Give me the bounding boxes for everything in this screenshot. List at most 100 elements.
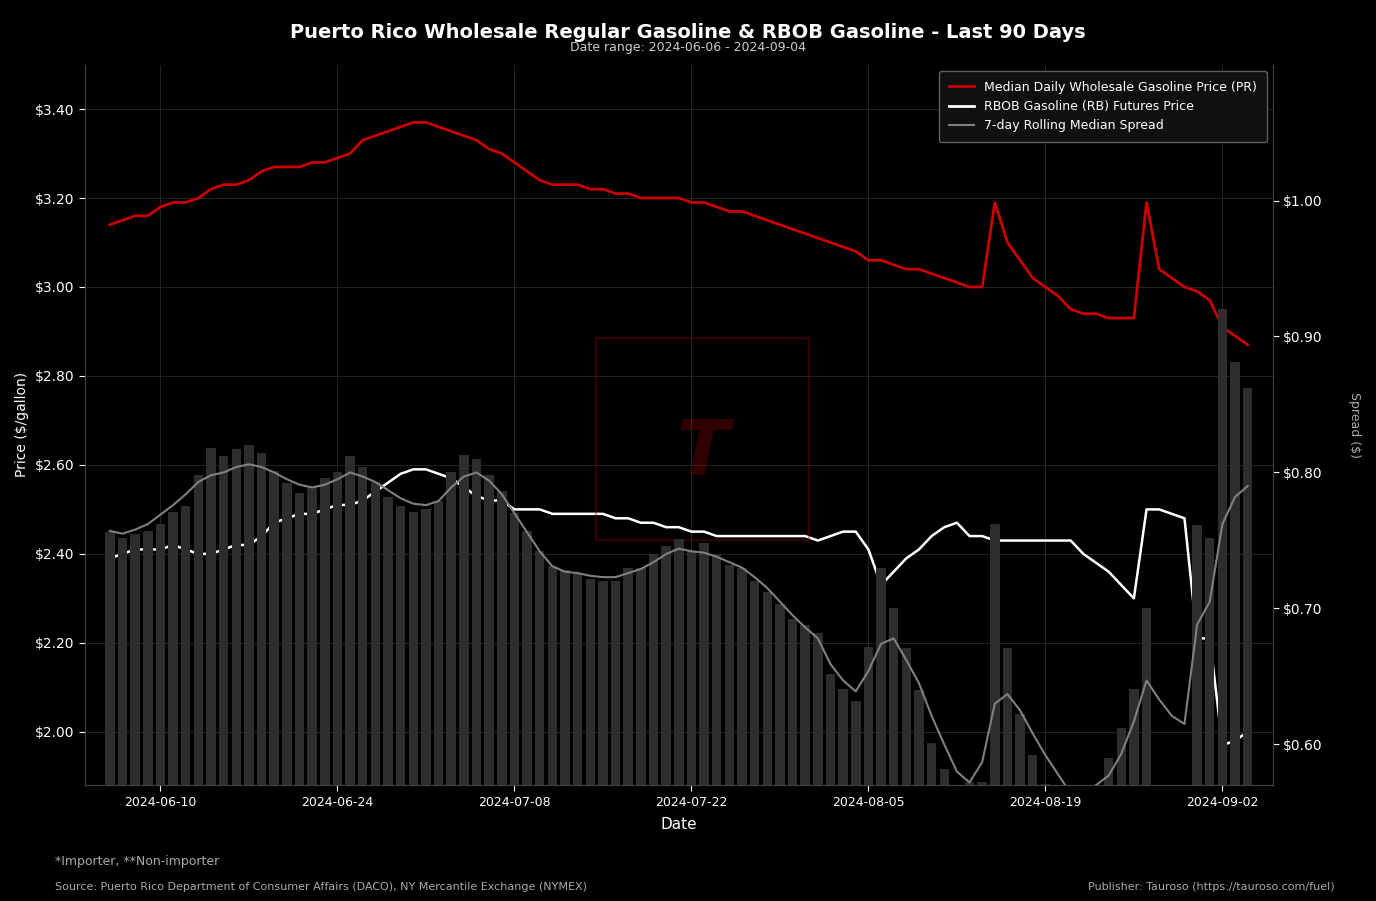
Bar [775, 605, 784, 901]
Bar [1130, 688, 1138, 901]
Y-axis label: Price ($/gallon): Price ($/gallon) [15, 372, 29, 478]
Bar [168, 512, 178, 901]
Bar [396, 506, 406, 901]
Bar [1116, 728, 1126, 901]
Bar [572, 573, 582, 901]
Bar [219, 456, 228, 901]
Bar [674, 539, 684, 901]
Bar [864, 647, 874, 901]
Bar [409, 512, 418, 901]
Bar [321, 478, 329, 901]
Bar [143, 531, 153, 901]
Bar [244, 445, 253, 901]
Text: *Importer, **Non-importer: *Importer, **Non-importer [55, 855, 219, 868]
Bar [1040, 784, 1050, 901]
Bar [927, 743, 936, 901]
Bar [257, 453, 267, 901]
Bar [1205, 538, 1215, 901]
Bar [711, 554, 721, 901]
Bar [1053, 808, 1062, 901]
Text: Source: Puerto Rico Department of Consumer Affairs (DACO), NY Mercantile Exchang: Source: Puerto Rico Department of Consum… [55, 882, 588, 892]
Bar [294, 493, 304, 901]
Bar [687, 551, 696, 901]
Bar [231, 450, 241, 901]
Bar [1028, 755, 1038, 901]
Bar [1142, 608, 1152, 901]
Bar [472, 459, 482, 901]
Bar [182, 506, 190, 901]
Bar [560, 570, 570, 901]
Bar [270, 471, 279, 901]
Bar [1193, 525, 1201, 901]
Bar [901, 648, 911, 901]
Bar [206, 448, 216, 901]
Bar [1079, 810, 1088, 901]
Bar [1167, 837, 1176, 901]
Bar [1003, 648, 1013, 901]
Bar [623, 568, 633, 901]
Bar [1230, 362, 1240, 901]
Bar [155, 524, 165, 901]
Bar [850, 701, 860, 901]
Bar [1179, 851, 1189, 901]
Bar [421, 509, 431, 901]
Bar [446, 472, 455, 901]
Y-axis label: Spread ($): Spread ($) [1348, 392, 1361, 458]
Bar [307, 487, 316, 901]
Bar [358, 467, 367, 901]
Bar [535, 551, 545, 901]
Bar [599, 581, 608, 901]
Bar [433, 501, 443, 901]
Bar [1015, 714, 1025, 901]
Bar [1066, 834, 1076, 901]
Bar [1218, 309, 1227, 901]
Text: T: T [677, 416, 729, 491]
Bar [509, 514, 519, 901]
Bar [596, 339, 809, 541]
Bar [965, 782, 974, 901]
Bar [523, 531, 531, 901]
Bar [1243, 388, 1252, 901]
Bar [648, 554, 658, 901]
Bar [762, 592, 772, 901]
Text: Date range: 2024-06-06 - 2024-09-04: Date range: 2024-06-06 - 2024-09-04 [570, 41, 806, 53]
Text: Publisher: Tauroso (https://tauroso.com/fuel): Publisher: Tauroso (https://tauroso.com/… [1088, 882, 1335, 892]
Bar [548, 567, 557, 901]
Bar [1104, 758, 1113, 901]
Bar [725, 565, 733, 901]
X-axis label: Date: Date [660, 817, 698, 832]
Bar [118, 538, 127, 901]
Text: Puerto Rico Wholesale Regular Gasoline & RBOB Gasoline - Last 90 Days: Puerto Rico Wholesale Regular Gasoline &… [290, 23, 1086, 41]
Bar [877, 568, 886, 901]
Bar [952, 810, 962, 901]
Bar [1154, 810, 1164, 901]
Bar [484, 475, 494, 901]
Bar [940, 769, 949, 901]
Bar [991, 524, 999, 901]
Bar [977, 782, 987, 901]
Bar [105, 532, 114, 901]
Bar [662, 546, 671, 901]
Bar [611, 581, 621, 901]
Bar [497, 492, 506, 901]
Bar [194, 475, 204, 901]
Bar [738, 568, 747, 901]
Bar [345, 456, 355, 901]
Bar [750, 581, 760, 901]
Bar [384, 497, 392, 901]
Bar [826, 674, 835, 901]
Bar [586, 578, 594, 901]
Bar [801, 624, 810, 901]
Bar [788, 619, 797, 901]
Bar [838, 688, 848, 901]
Bar [636, 568, 645, 901]
Bar [370, 482, 380, 901]
Bar [282, 483, 292, 901]
Bar [699, 543, 709, 901]
Bar [889, 608, 899, 901]
Legend: Median Daily Wholesale Gasoline Price (PR), RBOB Gasoline (RB) Futures Price, 7-: Median Daily Wholesale Gasoline Price (P… [938, 71, 1267, 142]
Bar [813, 633, 823, 901]
Bar [914, 690, 923, 901]
Bar [1091, 796, 1101, 901]
Bar [131, 533, 140, 901]
